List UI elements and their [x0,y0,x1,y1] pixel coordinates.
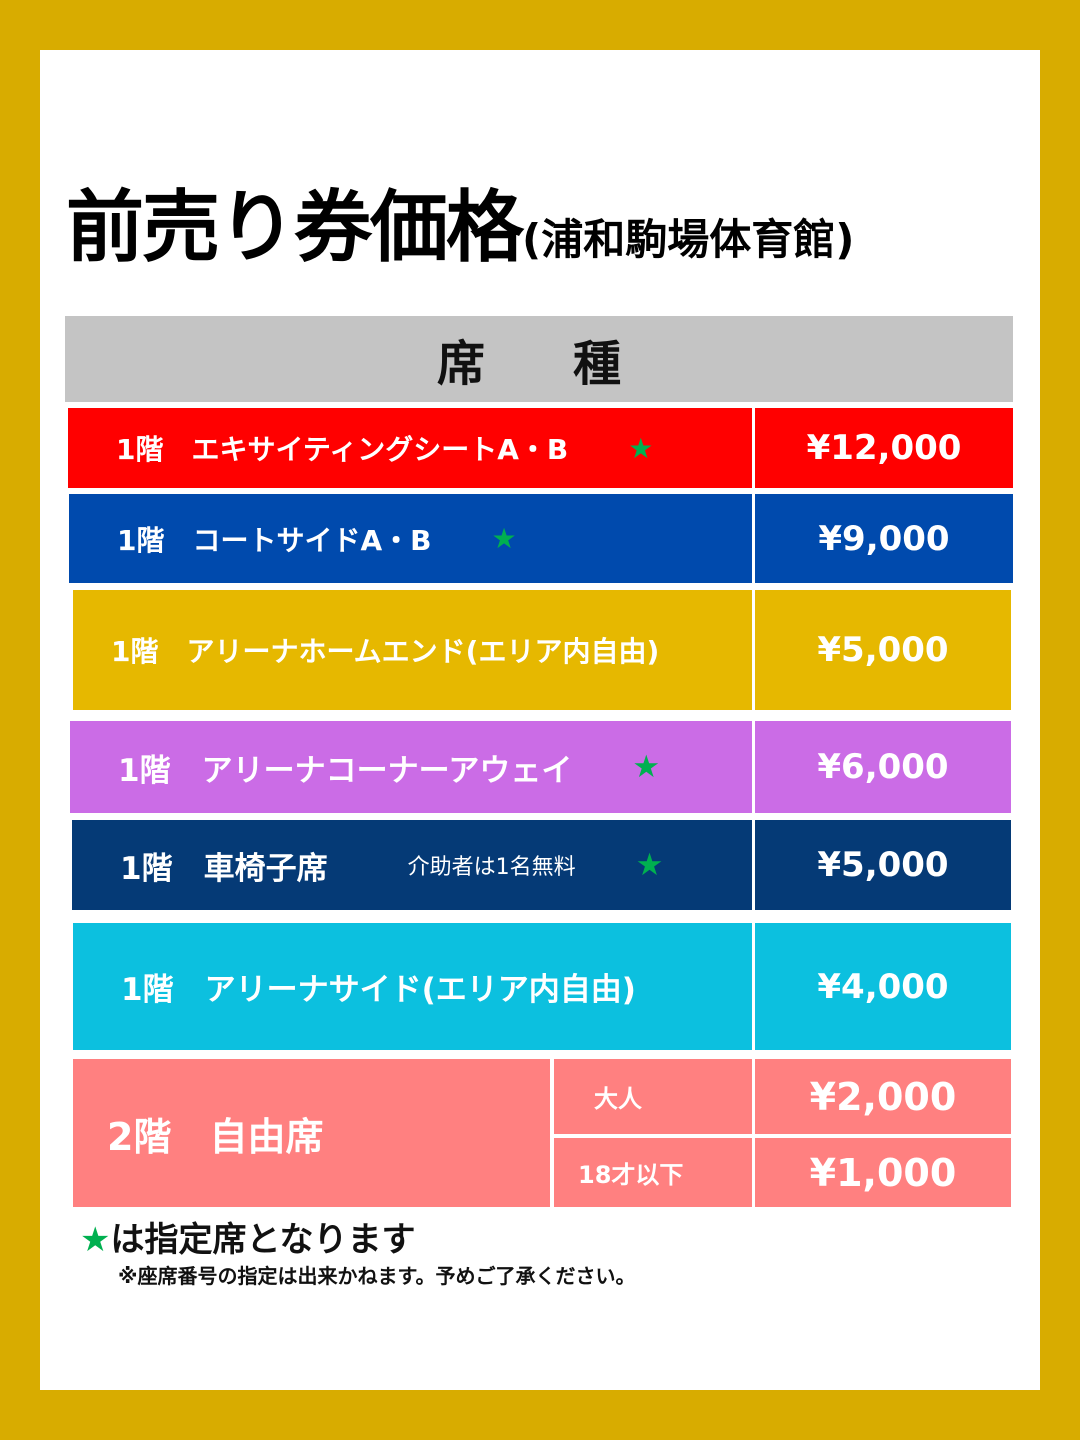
star-icon: ★ [635,847,664,883]
seat-price: ¥9,000 [755,494,1013,583]
seat-name: 1階 エキサイティングシートA・B [116,433,569,466]
tier-label-youth: 18才以下 [554,1138,752,1207]
seat-name: 1階 コートサイドA・B [117,523,432,557]
second-floor-name: 2階 自由席 [73,1059,550,1207]
seat-price: ¥5,000 [755,590,1011,710]
seat-name: 1階 アリーナホームエンド(エリア内自由) [111,635,660,668]
seat-price: ¥4,000 [755,923,1011,1050]
seat-name: 1階 アリーナコーナーアウェイ [118,752,573,789]
footnote: ※座席番号の指定は出来かねます。予めご了承ください。 [118,1264,636,1288]
star-icon: ★ [491,522,517,555]
seat-price: ¥5,000 [755,820,1011,910]
seat-row-name: 1階 車椅子席 介助者は1名無料 ★ [72,820,752,910]
title-venue: (浦和駒場体育館) [522,215,855,264]
seat-row-name: 1階 エキサイティングシートA・B ★ [68,408,752,488]
seat-row-name: 1階 アリーナコーナーアウェイ ★ [70,721,752,813]
star-icon: ★ [80,1220,111,1260]
table-header: 席 種 [65,316,1013,402]
seat-row-name: 1階 アリーナホームエンド(エリア内自由) [73,590,752,710]
seat-note: 介助者は1名無料 [407,855,576,880]
title-main: 前売り券価格 [66,183,524,273]
seat-name: 1階 車椅子席 [120,850,328,887]
seat-row-name: 1階 アリーナサイド(エリア内自由) [73,923,752,1050]
tier-price-youth: ¥1,000 [755,1138,1011,1207]
page-title: 前売り券価格(浦和駒場体育館) [66,165,854,277]
legend: ★は指定席となります [80,1212,415,1261]
seat-price: ¥12,000 [755,408,1013,488]
star-icon: ★ [628,431,654,465]
star-icon: ★ [632,749,661,785]
seat-price: ¥6,000 [755,721,1011,813]
legend-text: は指定席となります [110,1220,416,1260]
seat-row-name: 1階 コートサイドA・B ★ [69,494,752,583]
tier-price-adult: ¥2,000 [755,1059,1011,1134]
seat-name: 1階 アリーナサイド(エリア内自由) [121,972,636,1008]
tier-label-adult: 大人 [554,1059,752,1134]
